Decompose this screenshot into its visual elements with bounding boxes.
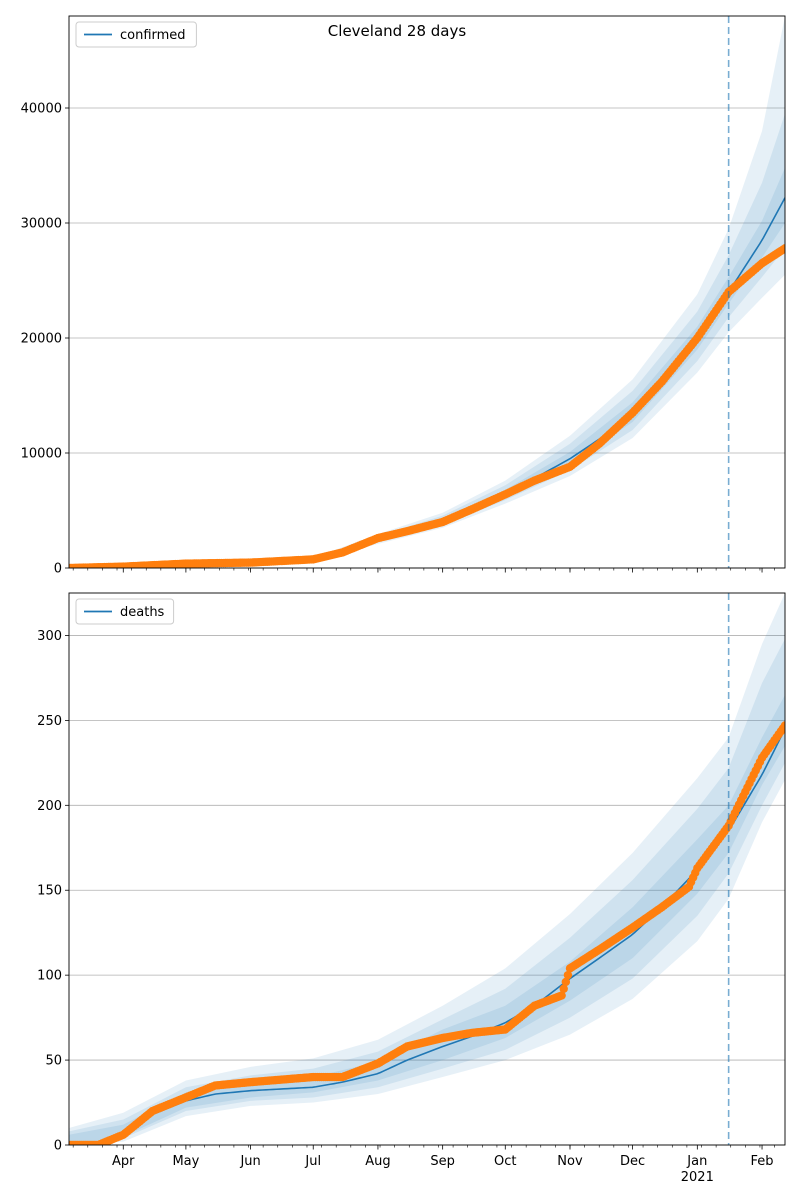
y-tick-label: 250: [37, 714, 62, 729]
x-tick-label: Apr: [112, 1154, 135, 1169]
y-tick-label: 30000: [21, 217, 62, 232]
x-tick-label: Aug: [365, 1154, 390, 1169]
legend-label: confirmed: [120, 28, 186, 43]
y-tick-label: 40000: [21, 102, 62, 117]
plot-area: [69, 16, 785, 568]
y-tick-label: 50: [45, 1054, 62, 1069]
uncertainty-band-3: [69, 16, 785, 568]
confirmed-panel: 0 10000 20000 30000 40000 confirmed: [21, 15, 786, 577]
axes-frame: [68, 15, 786, 569]
y-tick-label: 150: [37, 884, 62, 899]
x-tick-label: Jun: [239, 1154, 260, 1169]
x-tick-label: Jan: [686, 1154, 707, 1169]
observed-point: [561, 977, 571, 987]
y-tick-label: 0: [54, 1139, 62, 1154]
plot-area: [69, 593, 785, 1145]
axes-frame: [68, 592, 786, 1146]
x-tick-label: Oct: [494, 1154, 516, 1169]
figure-title: Cleveland 28 days: [328, 22, 467, 40]
y-tick-label: 200: [37, 799, 62, 814]
y-tick-label: 0: [54, 562, 62, 577]
legend-box: [75, 21, 197, 48]
x-tick-label: Nov: [557, 1154, 583, 1169]
observed-point: [559, 984, 568, 993]
observed-point: [557, 991, 566, 1000]
y-tick-label: 10000: [21, 447, 62, 462]
x-tick-label: Feb: [751, 1154, 774, 1169]
legend: deaths: [75, 598, 175, 625]
x-tick-label: Jul: [304, 1154, 321, 1169]
y-tick-label: 300: [37, 629, 62, 644]
deaths-panel: 0 50 100 150 200 250 300 Apr May Jun Jul Aug Sep Oct N…: [37, 592, 786, 1185]
x-tick-label: 2021: [681, 1170, 714, 1185]
y-tick-label: 100: [37, 969, 62, 984]
y-tick-label: 20000: [21, 332, 62, 347]
x-tick-label: May: [172, 1154, 199, 1169]
observed-point: [563, 970, 573, 980]
uncertainty-band-3: [69, 593, 785, 1145]
legend-label: deaths: [120, 605, 165, 620]
legend: confirmed: [75, 21, 197, 48]
observed-point: [780, 244, 785, 253]
observed-point: [780, 721, 785, 730]
legend-box: [75, 598, 175, 625]
x-tick-label: Dec: [620, 1154, 645, 1169]
x-tick-label: Sep: [430, 1154, 455, 1169]
